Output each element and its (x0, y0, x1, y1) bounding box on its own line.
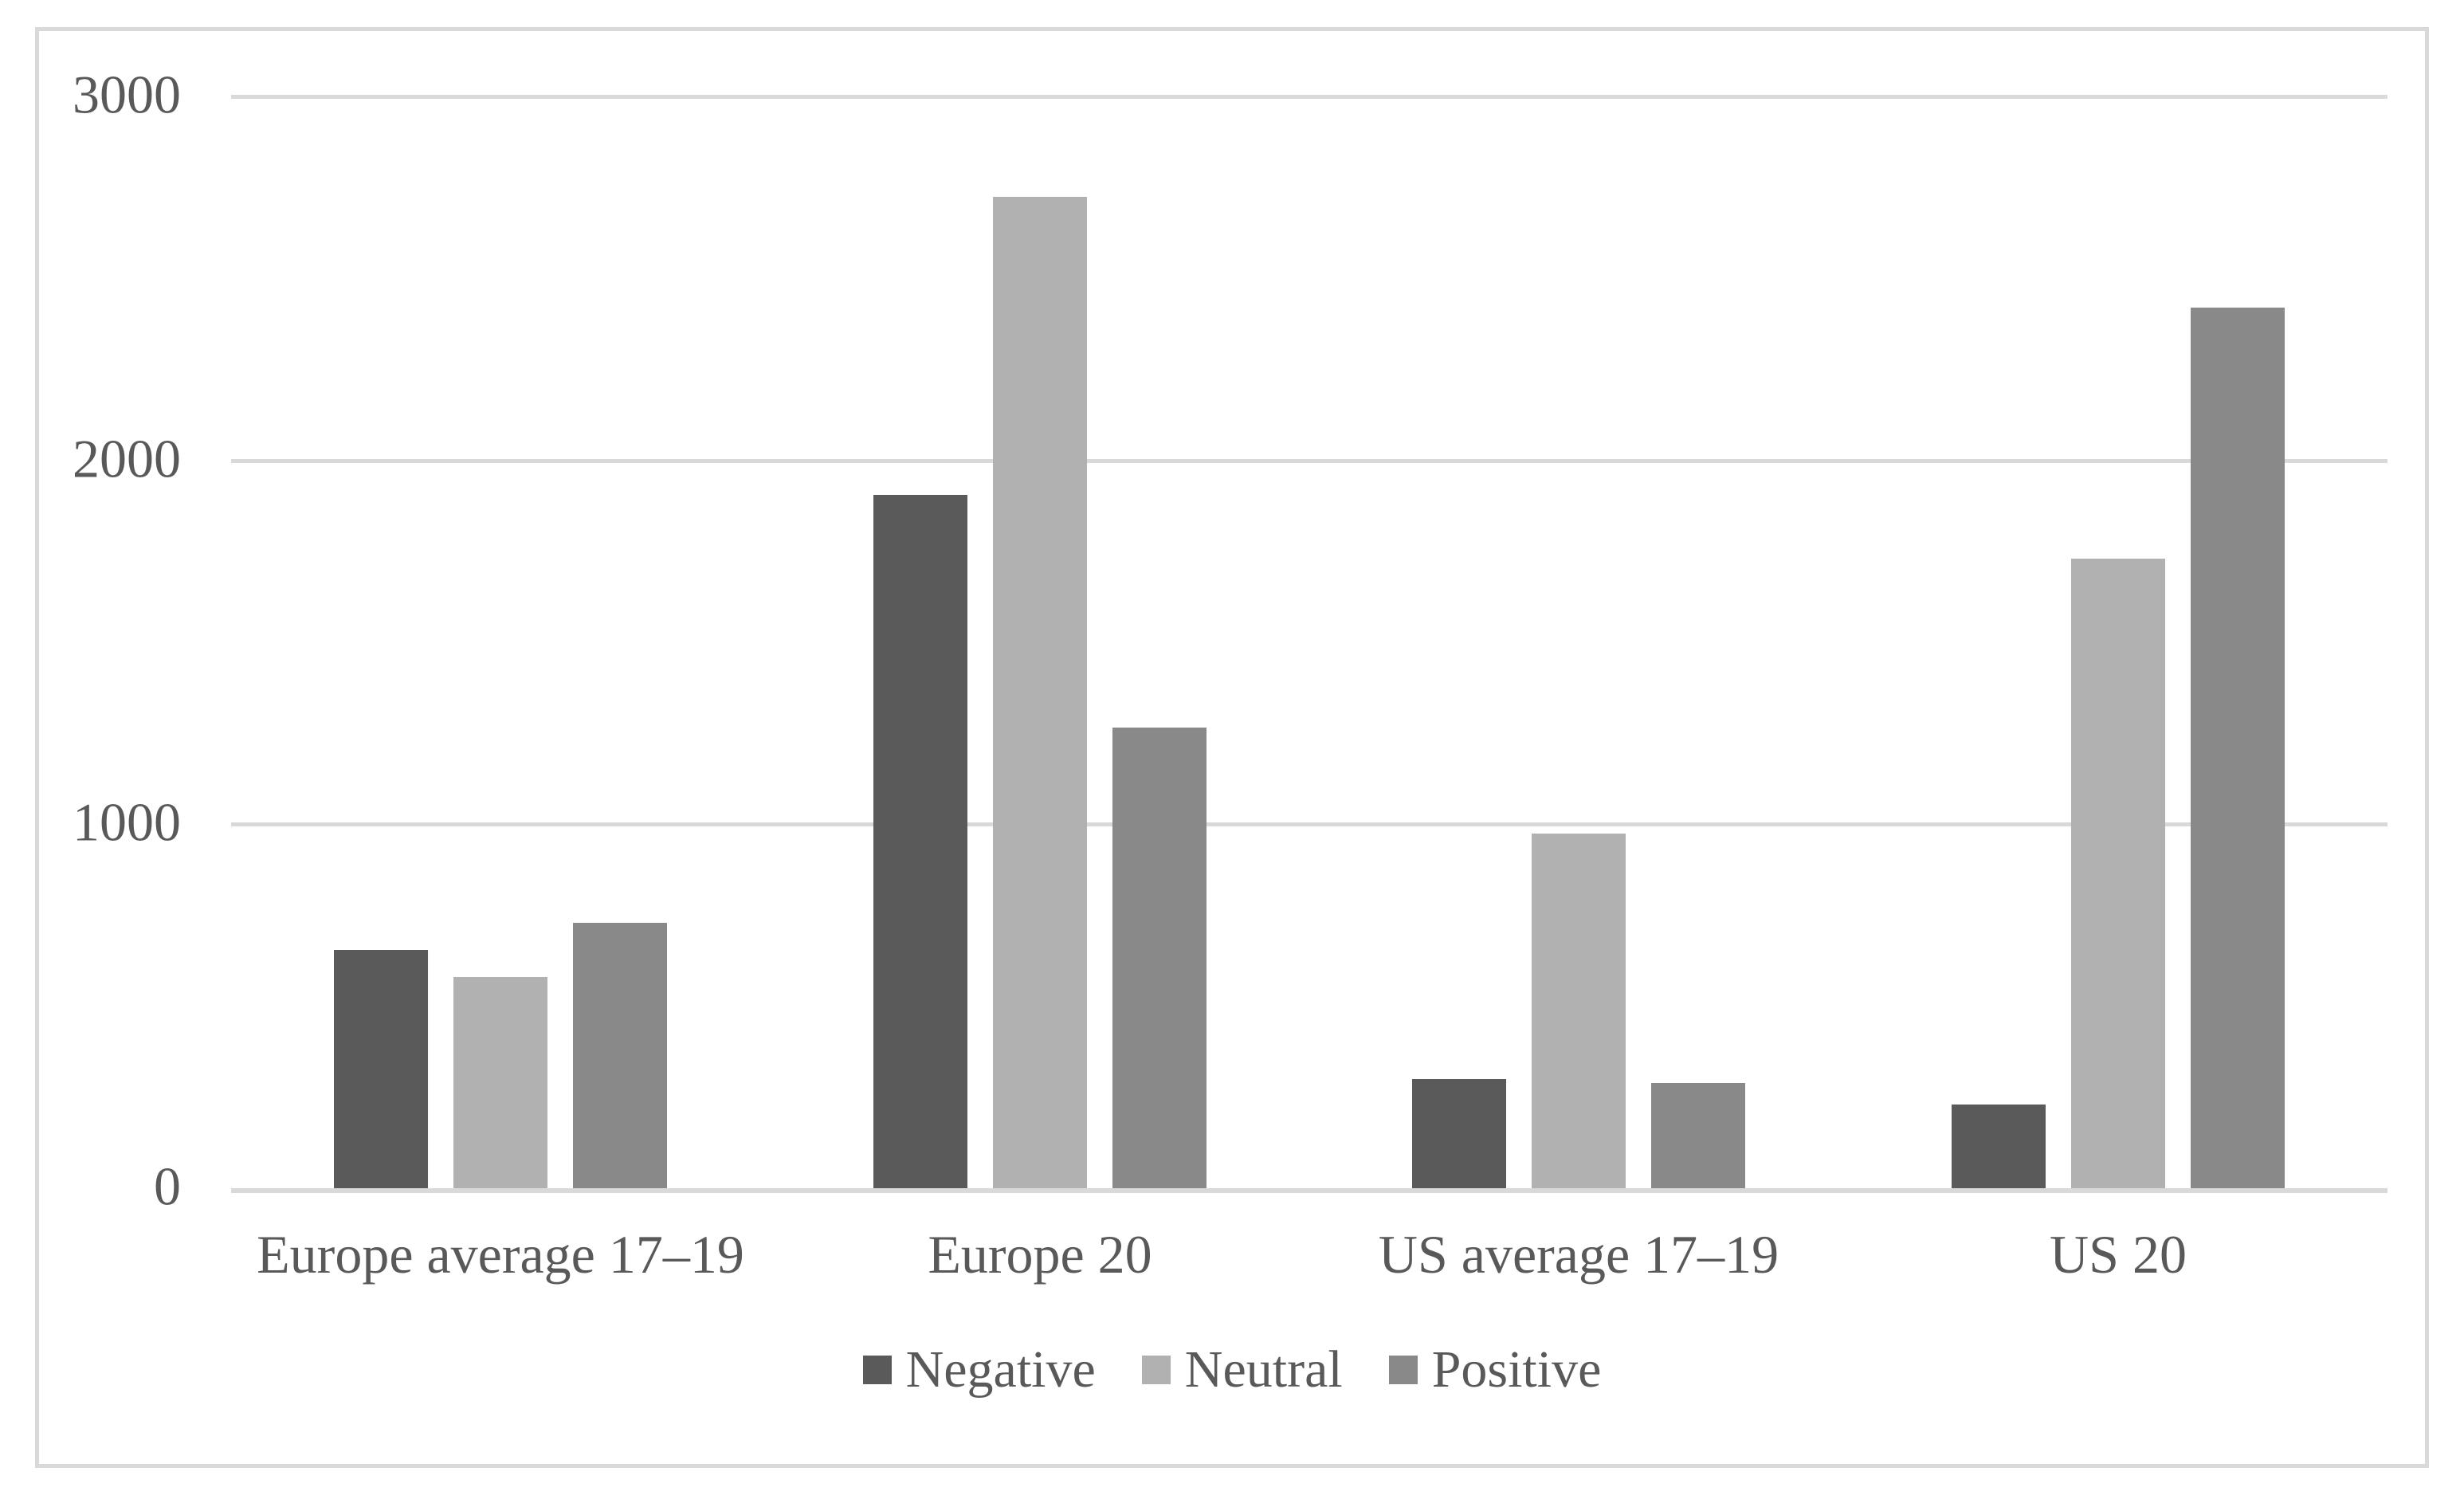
category-label-2: Europe 20 (928, 1224, 1152, 1285)
category-label-1: Europe average 17–19 (257, 1224, 744, 1285)
x-axis-line (231, 1188, 2387, 1193)
bar-positive-group-1 (573, 923, 667, 1188)
legend-label-neutral: Neutral (1184, 1340, 1343, 1399)
category-label-4: US 20 (2050, 1224, 2187, 1285)
bar-negative-group-4 (1952, 1105, 2046, 1188)
legend-item-positive: Positive (1388, 1340, 1602, 1399)
legend-swatch-positive (1388, 1356, 1418, 1384)
bar-negative-group-2 (873, 495, 967, 1188)
legend-label-positive: Positive (1431, 1340, 1602, 1399)
bar-neutral-group-1 (453, 977, 547, 1188)
y-gridline-3000 (231, 95, 2387, 99)
legend-swatch-negative (862, 1356, 892, 1384)
bar-neutral-group-2 (993, 197, 1087, 1188)
legend-label-negative: Negative (905, 1340, 1096, 1399)
category-label-3: US average 17–19 (1378, 1224, 1779, 1285)
bar-neutral-group-4 (2071, 559, 2165, 1188)
chart-frame (35, 27, 2429, 1468)
bar-positive-group-4 (2191, 308, 2285, 1188)
legend: Negative Neutral Positive (0, 1344, 2464, 1396)
y-tick-label-3000: 3000 (73, 64, 181, 125)
legend-swatch-neutral (1141, 1356, 1171, 1384)
y-tick-label-2000: 2000 (73, 428, 181, 489)
y-tick-label-0: 0 (154, 1156, 181, 1217)
legend-item-neutral: Neutral (1141, 1340, 1343, 1399)
bar-neutral-group-3 (1532, 834, 1626, 1188)
bar-positive-group-2 (1112, 728, 1206, 1188)
bar-negative-group-3 (1412, 1079, 1506, 1188)
bar-positive-group-3 (1651, 1083, 1745, 1188)
legend-item-negative: Negative (862, 1340, 1096, 1399)
bar-negative-group-1 (334, 950, 428, 1188)
y-gridline-1000 (231, 822, 2387, 826)
y-tick-label-1000: 1000 (73, 791, 181, 853)
y-gridline-2000 (231, 459, 2387, 463)
